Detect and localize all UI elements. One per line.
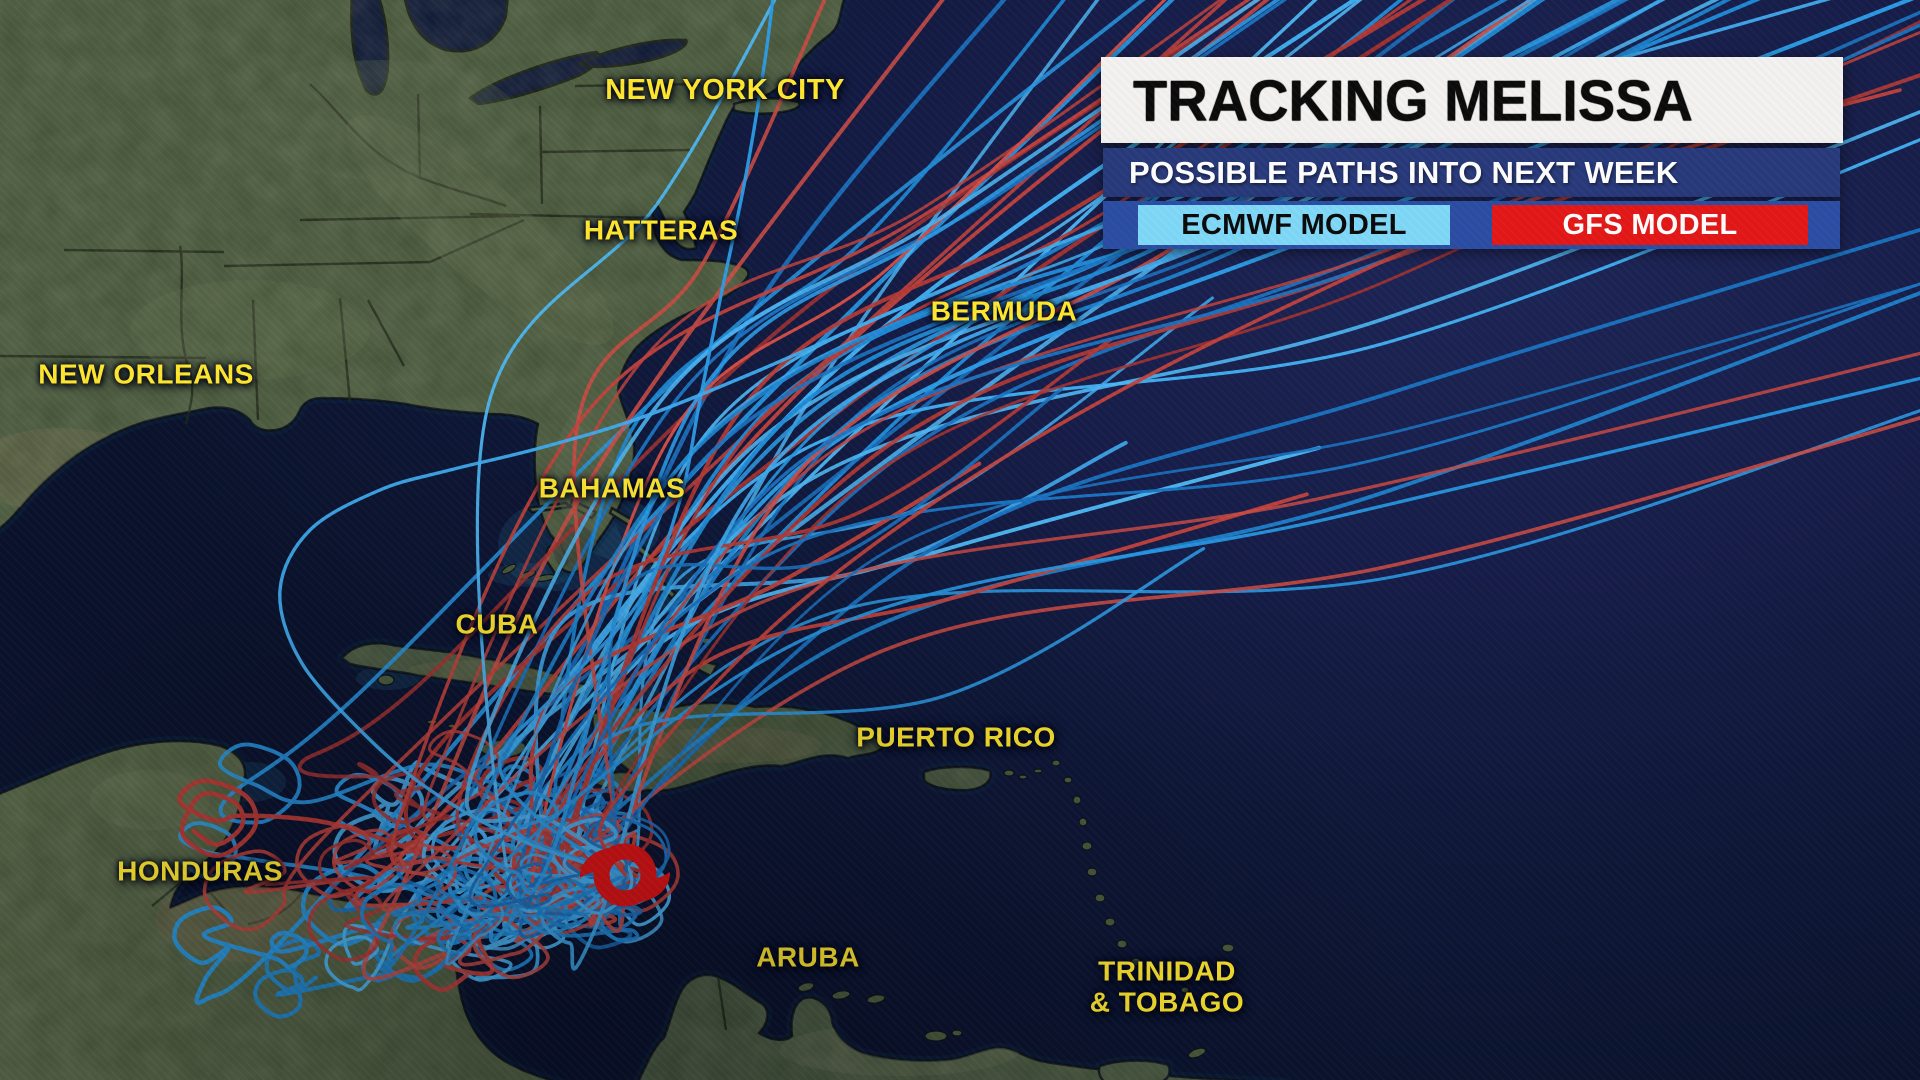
map-label: HATTERAS: [583, 214, 739, 246]
map-label: NEW ORLEANS: [38, 358, 254, 390]
legend-bar: ECMWF MODEL GFS MODEL: [1103, 201, 1840, 249]
map-label: ARUBA: [756, 941, 860, 973]
map-label: BERMUDA: [930, 295, 1078, 327]
legend-gfs-swatch: GFS MODEL: [1492, 205, 1808, 245]
legend-gfs-label: GFS MODEL: [1562, 208, 1738, 241]
map-label: PUERTO RICO: [856, 721, 1056, 753]
model-tracks-layer: [172, 0, 1920, 1019]
map-label: HONDURAS: [117, 855, 283, 887]
page-title: TRACKING MELISSA: [1133, 67, 1693, 133]
subtitle-banner: POSSIBLE PATHS INTO NEXT WEEK: [1103, 148, 1840, 197]
map-label: NEW YORK CITY: [605, 73, 845, 106]
title-banner: TRACKING MELISSA: [1101, 57, 1843, 143]
map-label: CUBA: [455, 608, 539, 640]
legend-ecmwf-swatch: ECMWF MODEL: [1138, 205, 1450, 245]
legend-ecmwf-label: ECMWF MODEL: [1181, 208, 1407, 241]
hurricane-icon: [580, 843, 670, 907]
map-label: BAHAMAS: [538, 472, 686, 504]
map-label: TRINIDAD & TOBAGO: [1089, 955, 1245, 1018]
subtitle-text: POSSIBLE PATHS INTO NEXT WEEK: [1129, 154, 1679, 190]
